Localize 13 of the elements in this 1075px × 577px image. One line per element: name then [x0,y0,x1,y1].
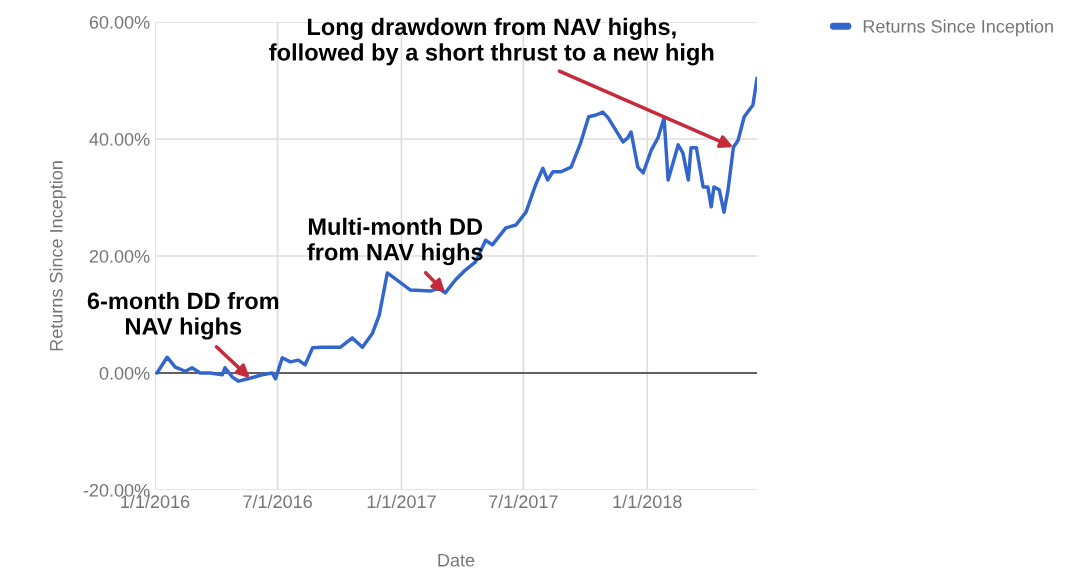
y-tick-label: 20.00% [89,249,150,263]
y-tick-label: 40.00% [89,132,150,146]
x-tick-label: 1/1/2017 [367,494,436,509]
x-tick-label: 7/1/2016 [243,494,312,509]
x-axis-title: Date [438,554,475,567]
annotation: 6-month DD from NAV highs [87,291,279,340]
x-tick-label: 7/1/2017 [489,494,558,509]
y-tick-label: 60.00% [89,15,150,29]
legend-label: Returns Since Inception [863,19,1053,37]
x-tick-label: 1/1/2018 [613,494,682,509]
annotation: Long drawdown from NAV highs, followed by a short thrust to a new high [269,17,714,66]
y-axis-title: Returns Since Inception [49,161,67,351]
y-tick-label: 0.00% [99,366,150,380]
